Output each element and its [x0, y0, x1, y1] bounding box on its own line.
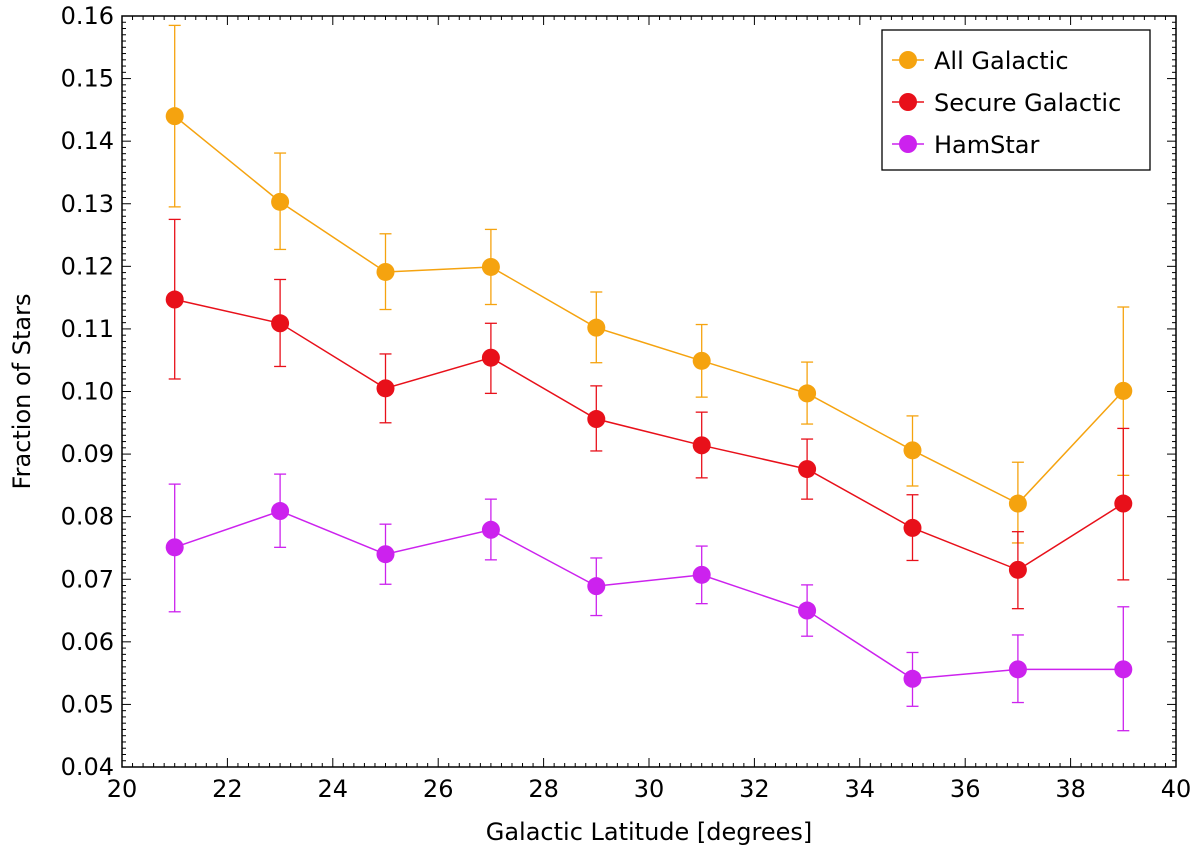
y-tick-label: 0.14	[61, 127, 114, 155]
axis-labels: 20 22 24 26 28 30 32 34 36 38 40 0.04 0.05 0.06 0.07 0.…	[61, 2, 1192, 803]
y-tick-label: 0.15	[61, 65, 114, 93]
data-point	[376, 545, 395, 564]
data-point	[903, 669, 922, 688]
data-point	[692, 436, 711, 455]
data-point	[165, 107, 184, 126]
series-all-galactic	[165, 24, 1133, 544]
legend-entry-label: All Galactic	[934, 47, 1069, 75]
legend-entry-label: Secure Galactic	[934, 89, 1121, 117]
series-line	[174, 298, 1124, 571]
data-point	[376, 379, 395, 398]
x-tick-label: 28	[528, 775, 559, 803]
x-tick-label: 30	[634, 775, 665, 803]
y-tick-label: 0.16	[61, 2, 114, 30]
data-point	[798, 384, 817, 403]
data-point	[798, 601, 817, 620]
data-point	[1114, 381, 1133, 400]
data-point	[376, 262, 395, 281]
x-tick-label: 26	[423, 775, 454, 803]
data-point	[1008, 560, 1027, 579]
y-tick-label: 0.11	[61, 315, 114, 343]
data-point	[165, 538, 184, 557]
data-point	[587, 577, 606, 596]
data-point	[587, 318, 606, 337]
x-tick-label: 22	[212, 775, 243, 803]
legend-swatch-marker	[899, 51, 917, 69]
x-tick-label: 36	[950, 775, 981, 803]
y-tick-label: 0.07	[61, 565, 114, 593]
data-point	[271, 502, 290, 521]
y-axis-label: Fraction of Stars	[8, 294, 36, 490]
y-tick-label: 0.13	[61, 190, 114, 218]
data-point	[165, 290, 184, 309]
series-hamstar	[165, 473, 1133, 732]
data-point	[903, 441, 922, 460]
y-tick-label: 0.09	[61, 440, 114, 468]
axis-ticks	[121, 15, 1177, 768]
legend-box	[881, 29, 1151, 171]
series-secure-galactic	[165, 218, 1133, 610]
x-tick-label: 40	[1161, 775, 1192, 803]
x-tick-label: 32	[739, 775, 770, 803]
legend: All Galactic Secure Galactic HamStar	[881, 29, 1151, 171]
data-point	[271, 314, 290, 333]
data-point	[1008, 660, 1027, 679]
y-tick-label: 0.05	[61, 690, 114, 718]
data-point	[481, 257, 500, 276]
series-layer	[165, 24, 1133, 732]
y-tick-label: 0.10	[61, 378, 114, 406]
x-tick-label: 38	[1055, 775, 1086, 803]
data-point	[903, 518, 922, 537]
legend-entry-label: HamStar	[934, 131, 1039, 159]
data-point	[1008, 494, 1027, 513]
y-tick-label: 0.12	[61, 252, 114, 280]
data-point	[271, 192, 290, 211]
x-tick-label: 20	[107, 775, 138, 803]
x-axis-label: Galactic Latitude [degrees]	[486, 818, 813, 846]
series-line	[174, 510, 1124, 680]
y-tick-label: 0.06	[61, 628, 114, 656]
data-point	[1114, 494, 1133, 513]
y-tick-label: 0.08	[61, 503, 114, 531]
data-point	[798, 460, 817, 479]
data-point	[692, 351, 711, 370]
data-point	[481, 348, 500, 367]
series-line	[174, 115, 1124, 505]
data-point	[1114, 660, 1133, 679]
legend-swatch-marker	[899, 93, 917, 111]
data-point	[692, 565, 711, 584]
data-point	[481, 520, 500, 539]
x-tick-label: 34	[845, 775, 876, 803]
legend-swatch-marker	[899, 135, 917, 153]
y-tick-label: 0.04	[61, 753, 114, 781]
data-point	[587, 410, 606, 429]
x-tick-label: 24	[318, 775, 349, 803]
